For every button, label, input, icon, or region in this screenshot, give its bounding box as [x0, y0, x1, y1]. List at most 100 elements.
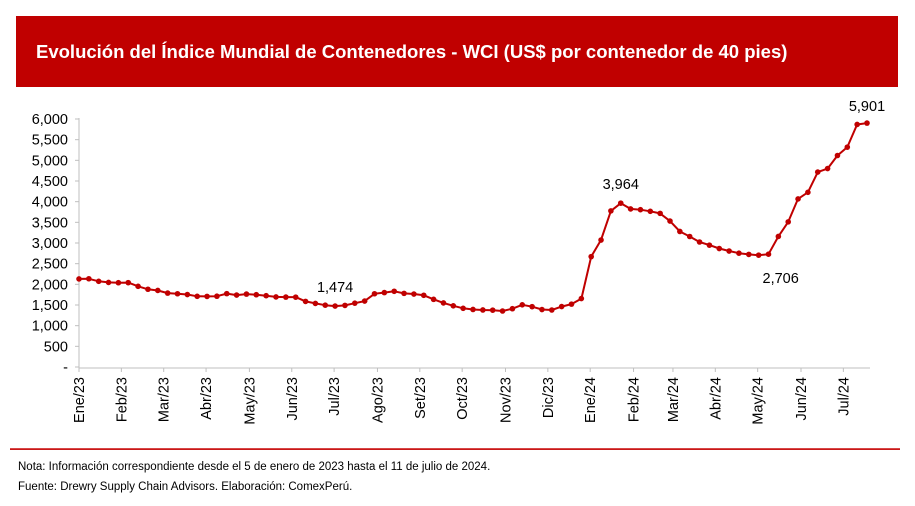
data-point [775, 233, 782, 240]
data-point [76, 276, 82, 282]
data-point [253, 291, 260, 298]
data-point [450, 303, 457, 309]
data-point [342, 302, 348, 309]
data-point [145, 286, 151, 293]
x-tick-label: Mar/23 [157, 377, 173, 422]
x-tick-label: Feb/24 [627, 377, 643, 422]
data-point [834, 152, 841, 159]
data-point [332, 303, 338, 309]
y-tick-label: 5,500 [32, 133, 68, 149]
data-point [795, 196, 801, 202]
chart-title: Evolución del Índice Mundial de Contened… [36, 41, 788, 62]
data-point [854, 121, 860, 128]
x-tick-label: Dic/23 [541, 377, 557, 418]
data-point [844, 144, 851, 150]
x-tick-label: Mar/24 [666, 377, 682, 422]
data-point [401, 290, 407, 297]
x-tick-label: Ago/23 [370, 377, 386, 423]
x-tick-label: May/24 [751, 377, 767, 425]
data-point [460, 305, 466, 312]
data-point [292, 294, 299, 300]
data-point [588, 253, 594, 260]
data-point [696, 239, 703, 245]
x-axis: Ene/23 Feb/23 Mar/23 Abr/23 May/23 Jun/23 Jul/… [72, 367, 870, 425]
data-point [864, 120, 870, 126]
data-point [489, 307, 496, 313]
data-point [115, 279, 122, 286]
data-point [322, 302, 329, 309]
data-point [381, 289, 388, 296]
y-tick-label: - [63, 360, 68, 376]
data-point [125, 279, 132, 286]
data-point [302, 298, 309, 305]
y-tick-label: 4,500 [32, 174, 68, 190]
data-point [174, 290, 181, 297]
data-point [736, 250, 742, 256]
x-tick-label: Jul/23 [327, 377, 343, 416]
data-point [667, 218, 673, 224]
data-point [95, 278, 102, 285]
x-tick-label: Nov/23 [499, 377, 515, 423]
data-point [283, 294, 289, 300]
x-tick-label: Abr/24 [708, 377, 724, 420]
x-tick-label: Ene/23 [72, 377, 88, 423]
x-tick-label: Feb/23 [114, 377, 130, 422]
data-point [785, 219, 791, 225]
data-point [627, 206, 634, 212]
data-label: 5,901 [849, 99, 885, 115]
x-tick-label: Oct/23 [455, 377, 471, 420]
data-point [273, 294, 279, 300]
y-tick-label: 1,500 [32, 298, 68, 314]
data-point [194, 293, 200, 300]
data-point [755, 252, 762, 258]
x-tick-label: Abr/23 [199, 377, 215, 420]
data-point [519, 301, 526, 308]
y-tick-label: 1,000 [32, 319, 68, 335]
y-tick-label: 2,000 [32, 277, 68, 293]
data-point [657, 210, 663, 217]
x-tick-label: Jun/24 [794, 377, 810, 421]
data-point [558, 303, 565, 310]
data-point [233, 292, 240, 298]
data-point [263, 292, 269, 299]
data-point [637, 206, 644, 213]
y-tick-label: 3,000 [32, 236, 68, 252]
data-point [647, 208, 654, 215]
data-point [677, 228, 683, 235]
y-tick-label: 2,500 [32, 257, 68, 273]
data-label: 2,706 [763, 271, 799, 287]
data-point [391, 288, 398, 295]
data-point [243, 291, 250, 297]
y-tick-label: 3,500 [32, 215, 68, 231]
data-point [480, 307, 486, 313]
data-point [312, 300, 319, 307]
y-tick-label: 5,000 [32, 153, 68, 169]
data-point [716, 245, 723, 252]
y-tick-label: 4,000 [32, 195, 68, 211]
data-point [539, 306, 545, 313]
data-label: 3,964 [603, 177, 639, 193]
data-point [440, 300, 447, 306]
x-tick-label: Ene/24 [583, 377, 599, 423]
data-point [164, 290, 171, 296]
data-point [470, 306, 476, 313]
data-point [617, 200, 624, 206]
data-point [86, 275, 92, 282]
data-point [223, 290, 230, 297]
x-tick-label: May/23 [242, 377, 258, 425]
footnote-source: Fuente: Drewry Supply Chain Advisors. El… [18, 481, 353, 493]
data-point [814, 169, 821, 175]
data-point [509, 305, 516, 312]
data-point [549, 307, 555, 313]
data-point [598, 237, 604, 243]
x-tick-label: Jul/24 [836, 377, 852, 416]
data-point [361, 298, 368, 304]
data-point [765, 251, 772, 258]
data-point [529, 303, 535, 310]
data-point [578, 295, 585, 302]
y-tick-label: 500 [44, 339, 68, 355]
data-point [155, 287, 161, 294]
data-point [135, 283, 141, 290]
data-point [608, 208, 614, 214]
data-point [805, 189, 811, 196]
